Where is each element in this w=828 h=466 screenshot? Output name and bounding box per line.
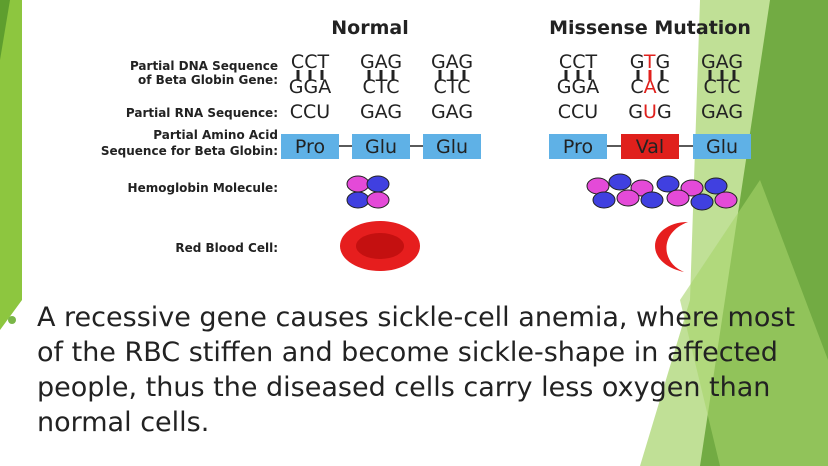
amino-box (423, 134, 481, 159)
row-label: Sequence for Beta Globin: (101, 144, 278, 158)
row-label: Hemoglobin Molecule: (128, 181, 278, 195)
row-label: of Beta Globin Gene: (138, 73, 278, 87)
codon: GAG (360, 51, 402, 73)
decor (680, 180, 828, 466)
amino-acid: Pro (295, 136, 325, 158)
decor (0, 0, 22, 330)
hemoglobin (346, 191, 370, 209)
hemoglobin (366, 191, 390, 209)
base: C (630, 76, 643, 98)
amino-box (281, 134, 339, 159)
hemoglobin (714, 191, 738, 209)
codon: CTC (362, 76, 399, 98)
base: C (656, 76, 669, 98)
hemoglobin (346, 175, 370, 193)
codon: GTG (630, 51, 670, 73)
codon: CTC (433, 76, 470, 98)
bullet-dot (8, 316, 16, 324)
base: U (643, 101, 657, 123)
row-label: Partial Amino Acid (153, 128, 278, 142)
codon: GGA (289, 76, 331, 98)
codon: GUG (628, 101, 671, 123)
decor (0, 0, 10, 60)
codon: CCU (290, 101, 330, 123)
codon: CCT (559, 51, 598, 73)
hemoglobin (366, 175, 390, 193)
codon: GAG (701, 101, 743, 123)
hemoglobin (680, 179, 704, 197)
column-header: Missense Mutation (549, 17, 751, 39)
bullet-text: A recessive gene causes sickle-cell anem… (37, 302, 796, 438)
amino-box (693, 134, 751, 159)
hemoglobin (690, 193, 714, 211)
sickle-cell (655, 222, 688, 272)
hemoglobin (704, 177, 728, 195)
codon: GGA (557, 76, 599, 98)
amino-acid: Glu (365, 136, 397, 158)
amino-acid: Glu (436, 136, 468, 158)
row-label: Partial RNA Sequence: (126, 106, 278, 120)
hemoglobin (608, 173, 632, 191)
base: T (643, 51, 656, 73)
amino-box (621, 134, 679, 159)
codon: CCU (558, 101, 598, 123)
hemoglobin (616, 189, 640, 207)
hemoglobin (666, 189, 690, 207)
column-header: Normal (331, 17, 408, 39)
base: G (657, 101, 672, 123)
base: A (644, 76, 657, 98)
codon: CTC (703, 76, 740, 98)
amino-acid: Pro (563, 136, 593, 158)
hemoglobin (656, 175, 680, 193)
amino-box (352, 134, 410, 159)
row-label: Partial DNA Sequence (130, 59, 278, 73)
base: G (630, 51, 644, 73)
hemoglobin (640, 191, 664, 209)
hemoglobin (592, 191, 616, 209)
red-blood-cell-center (356, 233, 404, 259)
base: G (628, 101, 643, 123)
codon: GAG (701, 51, 743, 73)
base: G (655, 51, 670, 73)
codon: GAG (431, 101, 473, 123)
codon: CCT (291, 51, 330, 73)
amino-box (549, 134, 607, 159)
row-label: Red Blood Cell: (175, 241, 278, 255)
amino-acid: Val (636, 136, 664, 158)
codon: CAC (630, 76, 669, 98)
codon: GAG (360, 101, 402, 123)
amino-acid: Glu (706, 136, 738, 158)
codon: GAG (431, 51, 473, 73)
